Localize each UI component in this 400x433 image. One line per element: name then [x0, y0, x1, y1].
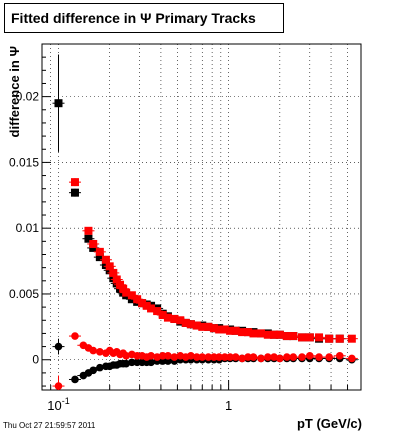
- y-tick-label: 0.015: [9, 155, 39, 169]
- data-point-square: [84, 226, 93, 235]
- x-tick-label: 10-1: [47, 396, 69, 413]
- data-point-circle: [164, 357, 172, 365]
- data-point-square: [192, 321, 201, 330]
- data-point-square: [204, 322, 213, 331]
- data-point-square: [289, 332, 298, 341]
- data-point-circle: [170, 353, 179, 361]
- data-point-square: [209, 324, 218, 333]
- data-point-square: [275, 330, 284, 339]
- data-point-square: [249, 329, 258, 338]
- data-point-square: [142, 301, 151, 310]
- y-axis-title: difference in Ψ: [7, 46, 22, 137]
- data-point-square: [298, 333, 307, 342]
- data-point-square: [198, 322, 207, 331]
- data-point-square: [181, 318, 190, 327]
- data-point-circle: [283, 353, 291, 361]
- data-point-circle: [54, 382, 63, 390]
- data-point-square: [315, 333, 324, 342]
- data-point-circle: [276, 354, 284, 363]
- data-point-circle: [96, 363, 104, 372]
- data-point-circle: [54, 342, 63, 351]
- data-point-square: [127, 291, 136, 300]
- data-point-square: [163, 313, 172, 322]
- data-point-square: [54, 99, 63, 108]
- x-axis-title: pT (GeV/c): [297, 416, 362, 431]
- data-point-square: [305, 333, 314, 342]
- data-series: [52, 54, 358, 390]
- data-point-circle: [289, 353, 298, 361]
- data-point-square: [325, 334, 334, 343]
- data-point-circle: [305, 351, 314, 360]
- data-point-square: [70, 178, 79, 187]
- data-point-square: [138, 299, 147, 308]
- data-point-circle: [122, 359, 130, 368]
- y-tick-label: 0: [32, 353, 39, 367]
- data-point-square: [170, 314, 179, 323]
- data-point-circle: [71, 332, 79, 340]
- axes: 0 0.005 0.01 0.015 0.02 10-1 1: [9, 43, 362, 413]
- data-point-circle: [198, 353, 207, 361]
- y-tick-label: 0.02: [16, 90, 40, 104]
- y-tick-label: 0.01: [16, 221, 40, 235]
- data-point-square: [347, 334, 356, 343]
- data-point-circle: [348, 354, 356, 363]
- data-point-square: [105, 262, 114, 271]
- data-point-circle: [315, 353, 323, 361]
- data-point-square: [243, 328, 252, 337]
- data-point-circle: [298, 353, 306, 361]
- data-point-square: [109, 268, 118, 277]
- data-point-circle: [164, 351, 172, 360]
- data-point-circle: [96, 348, 104, 356]
- data-point-square: [84, 234, 93, 243]
- data-point-square: [263, 330, 272, 339]
- chart-title: Fitted difference in Ψ Primary Tracks: [11, 10, 256, 26]
- data-point-square: [176, 316, 185, 325]
- data-point-circle: [89, 366, 98, 375]
- data-point-square: [186, 320, 195, 329]
- data-point-square: [231, 326, 240, 335]
- footer-date: Thu Oct 27 21:59:57 2011: [3, 421, 96, 430]
- data-point-circle: [231, 353, 240, 361]
- data-point-square: [147, 304, 156, 313]
- data-point-square: [220, 325, 229, 334]
- y-tick-label: 0.005: [9, 287, 39, 301]
- data-point-square: [256, 329, 265, 338]
- data-point-square: [153, 307, 162, 316]
- data-point-circle: [187, 351, 195, 360]
- data-point-circle: [270, 353, 278, 361]
- data-point-circle: [335, 351, 344, 360]
- data-point-square: [158, 311, 167, 320]
- data-point-square: [133, 295, 142, 304]
- data-point-square: [335, 334, 344, 343]
- data-point-square: [122, 288, 131, 297]
- data-point-square: [89, 239, 98, 248]
- data-point-square: [70, 188, 79, 197]
- data-point-circle: [257, 354, 265, 363]
- data-point-circle: [122, 351, 130, 360]
- data-point-circle: [249, 353, 258, 361]
- data-point-square: [95, 247, 104, 256]
- x-tick-label: 1: [225, 398, 232, 413]
- data-point-circle: [71, 375, 79, 384]
- data-point-square: [101, 255, 110, 264]
- data-point-circle: [264, 353, 272, 361]
- data-point-circle: [325, 353, 333, 361]
- data-point-square: [112, 275, 121, 284]
- data-point-circle: [147, 351, 155, 360]
- data-point-circle: [147, 358, 155, 367]
- data-point-circle: [238, 354, 246, 363]
- plot-frame: [41, 43, 362, 391]
- data-point-circle: [89, 346, 98, 355]
- chart-title-box: Fitted difference in Ψ Primary Tracks: [4, 3, 284, 33]
- data-point-square: [95, 253, 104, 262]
- data-point-square: [282, 332, 291, 341]
